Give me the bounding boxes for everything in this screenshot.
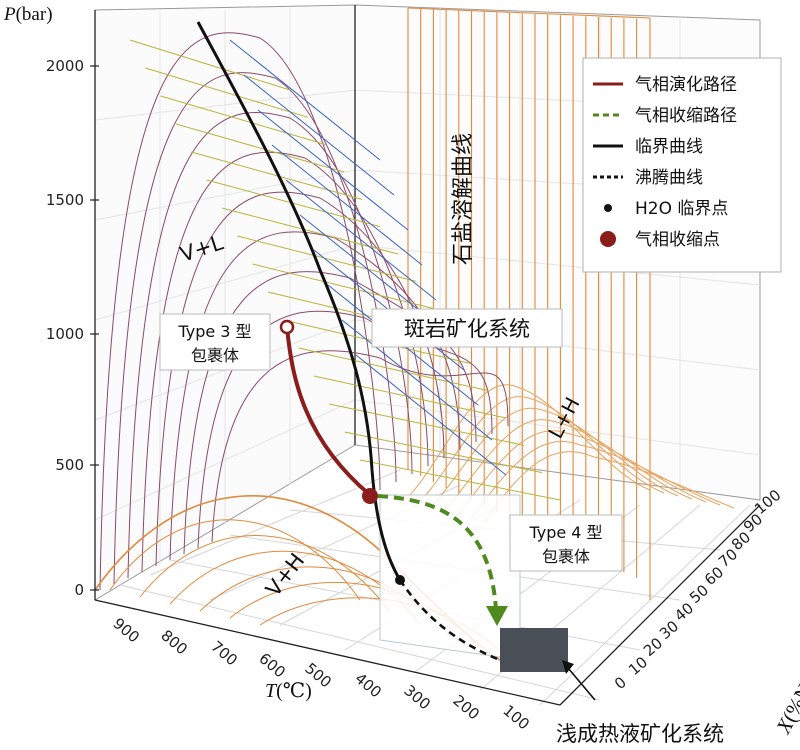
vapor-contraction-path bbox=[377, 494, 498, 611]
v-plus-l-blue-line bbox=[285, 179, 437, 301]
legend-label: 气相收缩点 bbox=[635, 230, 720, 250]
v-plus-l-contour bbox=[145, 67, 309, 118]
v-plus-l-arch bbox=[183, 271, 477, 555]
legend-box bbox=[582, 57, 782, 273]
v-plus-l-blue-line bbox=[257, 109, 409, 231]
l-plus-h-curve bbox=[469, 441, 721, 521]
legend-item: 气相演化路径 bbox=[593, 75, 737, 95]
l-plus-h-curve bbox=[455, 430, 707, 518]
p-tick-1000: 1000 bbox=[46, 325, 84, 343]
t-tick-900: 900 bbox=[109, 614, 143, 646]
legend-label: H2O 临界点 bbox=[635, 199, 728, 219]
l-plus-h-curve bbox=[413, 396, 665, 509]
legend-label: 沸腾曲线 bbox=[635, 168, 703, 188]
contraction-arrowhead bbox=[486, 606, 508, 626]
legend-item: 气相收缩点 bbox=[600, 230, 720, 250]
vapor-contraction-point bbox=[362, 488, 378, 504]
x-axis-title: X(%NaCl equiv) bbox=[771, 602, 800, 738]
v-plus-l-contour bbox=[344, 431, 543, 474]
t-axis-title: T(℃) bbox=[265, 680, 312, 702]
p-tick-0: 0 bbox=[74, 581, 84, 599]
v-plus-l-arch bbox=[211, 350, 509, 543]
legend-item: 临界曲线 bbox=[593, 137, 703, 157]
l-plus-h-curve bbox=[441, 419, 693, 515]
legend-item: 气相收缩路径 bbox=[593, 106, 737, 126]
v-plus-h-arch bbox=[139, 535, 391, 613]
v-plus-l-contour bbox=[191, 151, 363, 200]
h2o-critical-point bbox=[395, 575, 405, 585]
legend-label: 气相演化路径 bbox=[635, 75, 737, 95]
legend-item: 沸腾曲线 bbox=[593, 168, 703, 188]
v-plus-l-contour bbox=[237, 235, 417, 282]
legend-label: 临界曲线 bbox=[635, 137, 703, 157]
epithermal-label: 浅成热液矿化系统 bbox=[556, 722, 724, 746]
p-ticks bbox=[90, 65, 99, 591]
porphyry-label: 斑岩矿化系统 bbox=[404, 317, 530, 341]
v-plus-l-blue-line bbox=[243, 74, 395, 196]
v-plus-h-label: V+H bbox=[261, 549, 309, 601]
p-tick-2000: 2000 bbox=[46, 57, 84, 75]
l-plus-h-curve bbox=[427, 407, 679, 512]
l-plus-h-curve bbox=[483, 451, 735, 524]
axes bbox=[94, 10, 761, 706]
v-plus-l-arch bbox=[99, 32, 381, 591]
legend-swatch bbox=[604, 204, 612, 212]
x-tick-0: 0 bbox=[611, 673, 630, 693]
v-plus-l-contour bbox=[160, 95, 327, 146]
t-tick-300: 300 bbox=[400, 681, 434, 713]
v-plus-l-arch bbox=[197, 310, 493, 549]
type3-label-line1: Type 3 型 bbox=[177, 322, 251, 341]
type3-point bbox=[279, 319, 295, 335]
v-plus-l-contour bbox=[359, 459, 561, 501]
type4-label-line1: Type 4 型 bbox=[528, 523, 602, 542]
v-plus-l-contour bbox=[252, 263, 435, 310]
legend-swatch bbox=[600, 231, 616, 247]
p-tick-500: 500 bbox=[55, 456, 84, 474]
epithermal-pointer-head bbox=[562, 660, 574, 674]
v-plus-h-arch bbox=[109, 519, 361, 601]
v-plus-l-contour bbox=[329, 403, 525, 446]
x-tick-10: 10 bbox=[625, 653, 651, 679]
critical-curve bbox=[196, 21, 402, 581]
legend-label: 气相收缩路径 bbox=[635, 106, 737, 126]
t-tick-800: 800 bbox=[157, 626, 191, 658]
boiling-curve bbox=[398, 579, 501, 662]
t-tick-100: 100 bbox=[499, 701, 533, 733]
epithermal-zone bbox=[500, 628, 568, 672]
porphyry-label-box bbox=[371, 308, 563, 348]
v-plus-l-contour bbox=[313, 375, 507, 419]
t-tick-400: 400 bbox=[351, 669, 385, 701]
legend-item: H2O 临界点 bbox=[604, 199, 728, 219]
v-plus-l-blue-line bbox=[355, 354, 507, 476]
v-plus-l-contour bbox=[129, 39, 291, 91]
type4-label-line2: 包裹体 bbox=[542, 547, 590, 566]
v-plus-l-contour bbox=[175, 123, 345, 173]
t-tick-600: 600 bbox=[255, 649, 289, 681]
v-plus-l-blue-line bbox=[271, 144, 423, 266]
v-plus-l-contour bbox=[298, 347, 489, 392]
l-plus-h-surface bbox=[399, 384, 735, 524]
type3-label-box bbox=[159, 313, 271, 371]
type4-label-box bbox=[509, 514, 623, 572]
vapor-evolution-path bbox=[285, 326, 372, 497]
p-tick-1500: 1500 bbox=[46, 191, 84, 209]
t-tick-200: 200 bbox=[449, 691, 483, 723]
type3-label-line2: 包裹体 bbox=[191, 346, 239, 365]
halite-curve-label: 石盐溶解曲线 bbox=[451, 133, 476, 265]
v-plus-l-blue-line bbox=[229, 39, 381, 161]
halite-wall-top bbox=[407, 7, 651, 19]
p-axis-title: P(bar) bbox=[3, 4, 53, 25]
v-plus-l-blue-line bbox=[341, 319, 493, 441]
t-tick-700: 700 bbox=[207, 637, 241, 669]
